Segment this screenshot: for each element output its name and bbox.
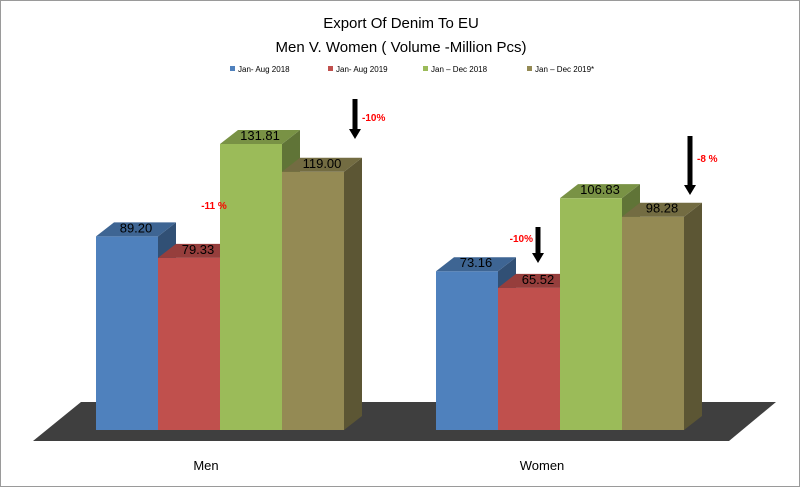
bar-top — [96, 222, 176, 237]
down-arrow-icon — [687, 136, 693, 186]
legend-label: Jan- Aug 2019 — [336, 65, 388, 74]
data-label: 65.52 — [522, 272, 555, 287]
bar — [622, 202, 702, 430]
change-label: -11 % — [201, 201, 227, 212]
data-label: 119.00 — [303, 156, 342, 171]
bar-front — [622, 216, 684, 430]
bar-front — [220, 143, 282, 431]
data-label: 106.83 — [580, 182, 620, 197]
bar-top — [498, 273, 578, 288]
data-label: 98.28 — [646, 201, 679, 216]
legend-swatch — [328, 66, 333, 71]
chart-title: Export Of Denim To EU — [323, 15, 479, 32]
legend: Jan- Aug 2018 Jan- Aug 2019 Jan – Dec 2018… — [230, 65, 594, 74]
legend-swatch — [527, 66, 532, 71]
bar-top — [622, 202, 702, 217]
data-label: 73.16 — [460, 255, 493, 270]
bar-top — [220, 129, 300, 144]
data-label: 89.20 — [120, 220, 153, 235]
change-label: -8 % — [697, 154, 718, 165]
value-labels: 89.20 79.33 131.81 119.00 73.16 65.52 106.83 98… — [120, 128, 679, 287]
bar-top — [282, 157, 362, 172]
legend-swatch — [423, 66, 428, 71]
annotations: -11 % -10% -10% -8 % — [201, 99, 718, 263]
legend-label: Jan- Aug 2018 — [238, 65, 290, 74]
category-label: Women — [520, 458, 565, 473]
bar-side — [684, 202, 702, 430]
category-label: Men — [193, 458, 218, 473]
legend-label: Jan – Dec 2018 — [431, 65, 488, 74]
annotation: -8 % — [684, 136, 718, 195]
bar-front — [436, 271, 498, 430]
annotation: -11 % — [201, 201, 227, 212]
bars — [96, 129, 702, 431]
down-arrow-icon — [352, 99, 358, 130]
arrow-head — [349, 129, 361, 139]
arrow-head — [532, 253, 544, 263]
bar-front — [158, 257, 220, 430]
change-label: -10% — [362, 113, 385, 124]
bar — [282, 157, 362, 430]
bar-front — [498, 287, 560, 430]
bar-side — [344, 157, 362, 430]
change-label: -10% — [510, 234, 533, 245]
down-arrow-icon — [535, 227, 541, 254]
bar-top — [158, 243, 238, 258]
data-label: 131.81 — [240, 128, 280, 143]
legend-label: Jan – Dec 2019* — [535, 65, 594, 74]
data-label: 79.33 — [182, 242, 215, 257]
arrow-head — [684, 185, 696, 195]
bar-front — [96, 236, 158, 430]
chart-subtitle: Men V. Women ( Volume -Million Pcs) — [276, 39, 527, 56]
bar-front — [282, 171, 344, 430]
bar-top — [436, 257, 516, 272]
annotation: -10% — [510, 227, 544, 263]
bar-top — [560, 184, 640, 199]
bar-front — [560, 198, 622, 430]
legend-swatch — [230, 66, 235, 71]
category-labels: Men Women — [193, 458, 564, 473]
annotation: -10% — [349, 99, 385, 139]
